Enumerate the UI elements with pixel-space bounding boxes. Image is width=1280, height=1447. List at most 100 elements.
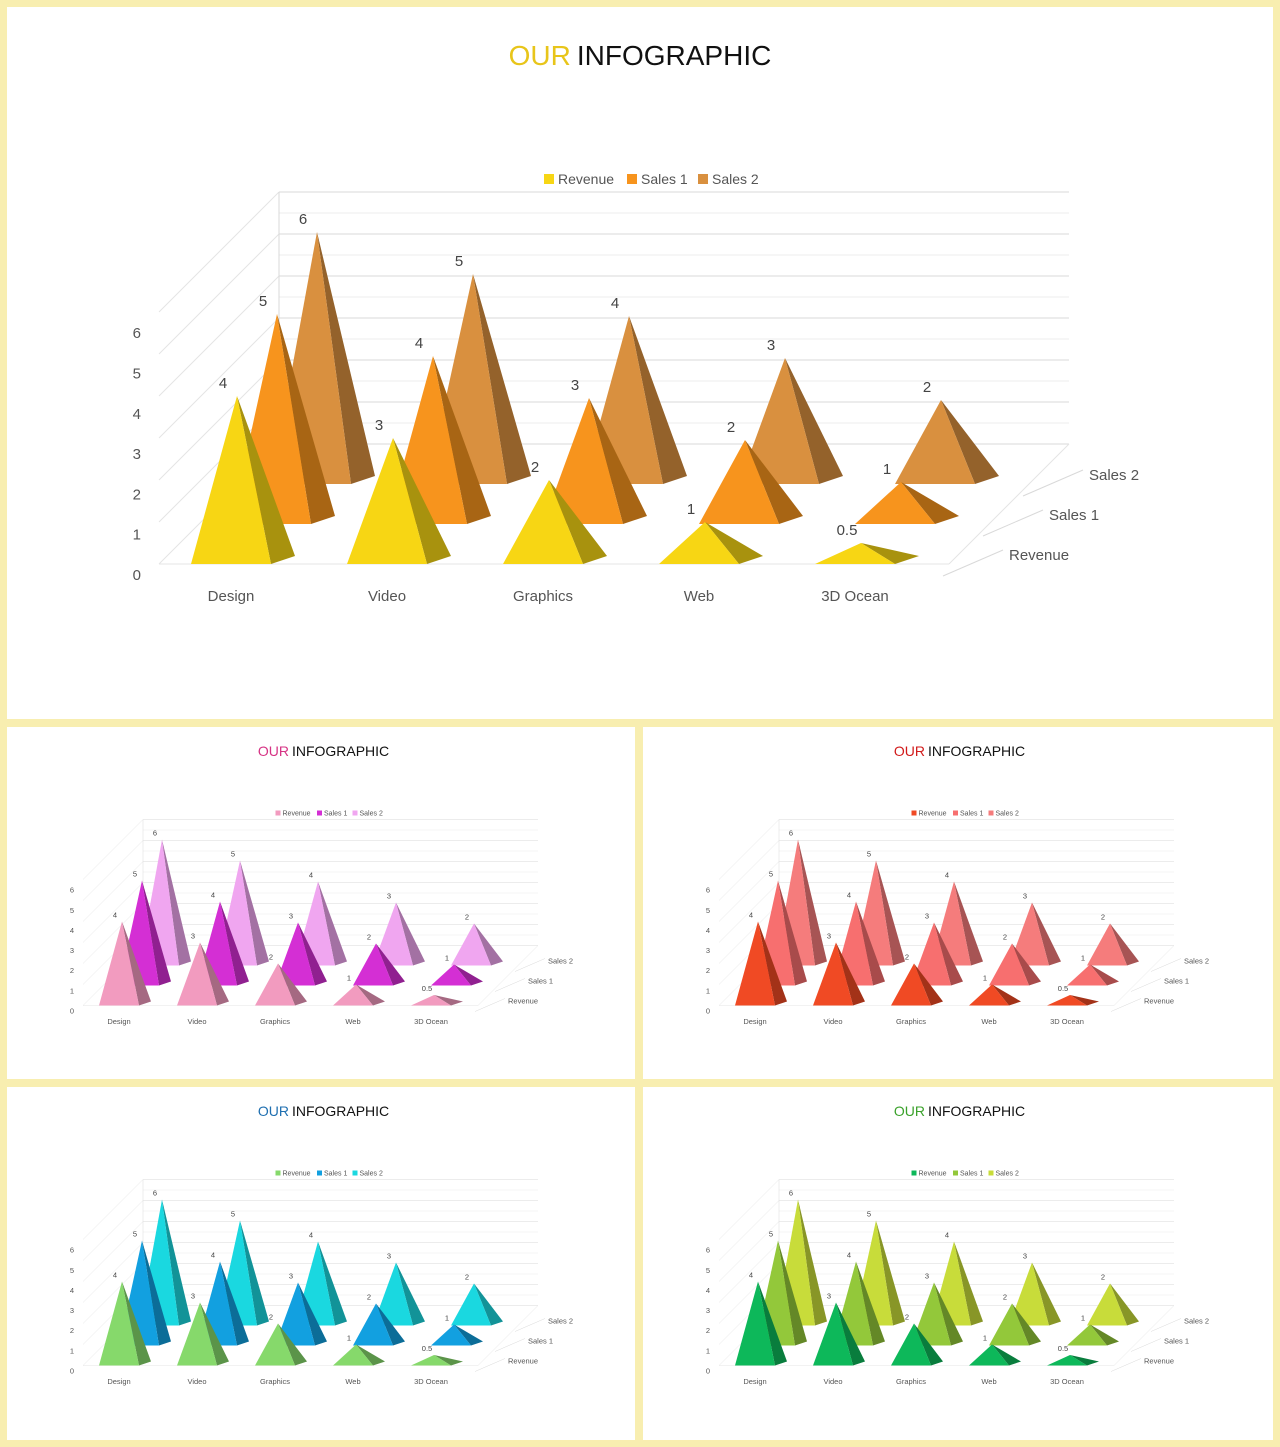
pyramid-side <box>220 1261 249 1346</box>
y-tick-label: 4 <box>70 926 74 935</box>
side-gridline <box>718 861 780 922</box>
pyramid-side <box>861 543 919 564</box>
pyramid-front <box>99 921 139 1006</box>
category-label: Design <box>208 588 255 605</box>
data-label: 3 <box>1023 892 1027 901</box>
pyramid-front <box>1009 1262 1049 1326</box>
pyramid-front <box>1087 923 1127 966</box>
data-label: 1 <box>983 974 987 983</box>
data-label: 4 <box>113 1271 117 1280</box>
data-label: 4 <box>749 1271 753 1280</box>
side-gridline <box>158 359 280 481</box>
pyramid-side <box>474 1283 503 1326</box>
data-label: 5 <box>133 1230 137 1239</box>
data-label: 2 <box>367 1293 371 1302</box>
pyramid-mark <box>1047 1355 1099 1366</box>
data-label: 0.5 <box>422 984 432 993</box>
legend-label: Revenue <box>283 811 311 818</box>
y-tick-label: 6 <box>133 325 141 342</box>
legend-label: Sales 2 <box>996 811 1019 818</box>
pyramid-mark <box>1067 964 1119 986</box>
category-label: Web <box>684 588 715 605</box>
pyramid-front <box>451 1283 491 1326</box>
pyramid-side <box>836 942 865 1006</box>
y-tick-label: 6 <box>706 1246 710 1255</box>
pyramid-side <box>434 995 463 1006</box>
pyramid-side <box>785 358 843 484</box>
pyramid-mark <box>333 1344 385 1366</box>
category-label: Web <box>981 1377 996 1386</box>
data-label: 1 <box>1081 1314 1085 1323</box>
data-label: 2 <box>1003 933 1007 942</box>
pyramid-front <box>353 943 393 986</box>
y-tick-label: 4 <box>706 926 710 935</box>
pyramid-front <box>373 902 413 966</box>
pyramid-front <box>543 398 623 524</box>
depth-axis-tick <box>1150 1318 1182 1332</box>
pyramid-side <box>798 839 827 966</box>
pyramid-side <box>1012 1303 1041 1346</box>
category-label: Video <box>187 1377 206 1386</box>
pyramid-mark <box>353 943 405 986</box>
pyramid-side <box>142 880 171 986</box>
title-rest: INFOGRAPHIC <box>928 1103 1025 1119</box>
data-label: 5 <box>769 870 773 879</box>
pyramid-front <box>373 1262 413 1326</box>
pyramid-mark <box>431 1324 483 1346</box>
pyramid-front <box>255 1323 295 1366</box>
data-label: 4 <box>113 911 117 920</box>
pyramid-mark <box>373 1262 425 1326</box>
floor-right-edge <box>1113 1305 1175 1366</box>
side-gridline <box>82 861 144 922</box>
chart-title: OUR INFOGRAPHIC <box>258 743 389 759</box>
category-label: 3D Ocean <box>414 1017 448 1026</box>
pyramid-side <box>376 943 405 986</box>
title-rest: INFOGRAPHIC <box>292 743 389 759</box>
pyramid-side <box>298 1282 327 1346</box>
depth-axis-label: Revenue <box>1144 1357 1174 1366</box>
data-label: 0.5 <box>1058 1344 1068 1353</box>
pyramid-side <box>745 440 803 524</box>
side-gridline <box>718 903 780 964</box>
category-label: Graphics <box>260 1377 290 1386</box>
title-accent: OUR <box>894 743 925 759</box>
y-tick-label: 5 <box>70 906 74 915</box>
legend-label: Revenue <box>919 1171 947 1178</box>
pyramid-mark <box>813 942 865 1006</box>
pyramid-side <box>396 902 425 966</box>
data-label: 1 <box>347 974 351 983</box>
y-tick-label: 0 <box>706 1367 710 1376</box>
pyramid-mark <box>699 440 803 524</box>
legend-swatch <box>988 1170 994 1176</box>
category-label: Design <box>107 1017 130 1026</box>
y-tick-label: 1 <box>133 527 141 544</box>
depth-axis-tick <box>1110 1358 1142 1372</box>
pyramid-side <box>914 1323 943 1366</box>
pyramid-side <box>356 984 385 1006</box>
category-label: 3D Ocean <box>1050 1377 1084 1386</box>
side-gridline <box>158 275 280 397</box>
legend-swatch <box>275 810 281 816</box>
pyramid-mark <box>989 1303 1041 1346</box>
pyramid-mark <box>431 964 483 986</box>
chart-panel-red: OUR INFOGRAPHIC Revenue Sales 1 Sales 2 0 1 2 3 4… <box>643 727 1273 1079</box>
pyramid-front <box>333 1344 373 1366</box>
data-label: 2 <box>269 953 273 962</box>
legend-label: Sales 2 <box>360 1171 383 1178</box>
pyramid-side <box>1070 995 1099 1006</box>
side-gridline <box>82 819 144 880</box>
data-label: 2 <box>727 419 735 436</box>
y-tick-label: 0 <box>70 1007 74 1016</box>
legend-label: Revenue <box>558 171 614 187</box>
y-tick-label: 2 <box>706 966 710 975</box>
pyramid-mark <box>255 963 307 1006</box>
depth-axis-label: Sales 1 <box>1049 507 1099 524</box>
pyramid-side <box>454 964 483 986</box>
data-label: 2 <box>1101 1273 1105 1282</box>
data-label: 3 <box>375 417 383 434</box>
legend-swatch <box>627 174 637 184</box>
pyramid-mark <box>1087 923 1139 966</box>
data-label: 6 <box>153 829 157 838</box>
depth-axis-tick <box>474 1358 506 1372</box>
y-tick-label: 3 <box>706 1306 710 1315</box>
